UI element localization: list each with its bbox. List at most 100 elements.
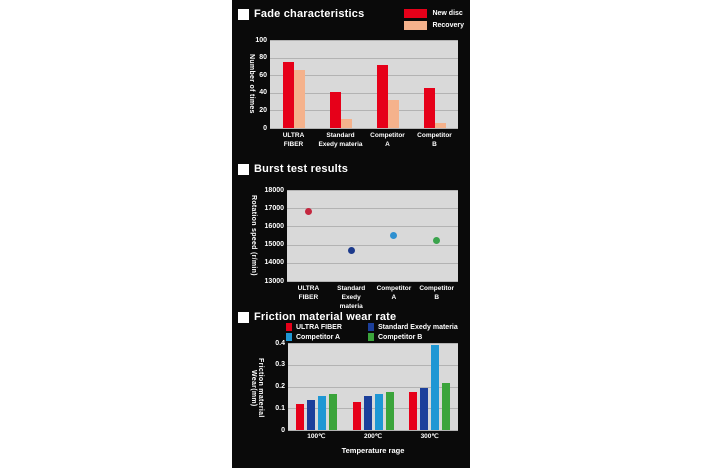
x-category-label: ULTRA FIBER — [297, 285, 320, 302]
x-category-label: Competitor B — [417, 132, 452, 149]
bar-new-disc — [282, 62, 294, 128]
y-tick-label: 100 — [255, 36, 267, 44]
y-tick-label: 17000 — [264, 204, 284, 212]
chart-title: Fade characteristics — [254, 8, 365, 20]
legend-item: Competitor B — [368, 333, 458, 341]
data-point-ultra-fiber — [304, 208, 312, 216]
title-bullet-square-icon — [238, 163, 249, 175]
y-axis-label: Rotation speed (r/min) — [250, 195, 257, 276]
legend-item: Standard Exedy materia — [368, 323, 458, 331]
gridline — [288, 430, 458, 431]
legend-label: New disc — [432, 10, 463, 17]
bar-new-disc — [423, 88, 435, 128]
bar-recovery — [293, 69, 305, 128]
legend-swatch — [404, 21, 428, 30]
y-tick-label: 40 — [259, 89, 267, 97]
gridline — [287, 244, 458, 246]
x-category-label: Competitor A — [376, 285, 412, 302]
gridline — [287, 208, 458, 210]
x-category-label: Standard Exedy materia — [337, 285, 366, 311]
x-category-label: Standard Exedy materia — [318, 132, 363, 149]
gridline — [287, 190, 458, 191]
y-tick-label: 15000 — [264, 241, 284, 249]
bar-new-disc — [329, 91, 341, 128]
x-axis-title: Temperature rage — [341, 446, 405, 455]
x-category-label: 100℃ — [307, 433, 326, 440]
chart-title-row: Fade characteristics — [238, 8, 364, 20]
chart-title: Burst test results — [254, 163, 349, 175]
y-tick-label: 20 — [259, 106, 267, 114]
legend-label: Recovery — [432, 22, 464, 29]
gridline — [288, 364, 458, 366]
bar-recovery — [434, 122, 446, 128]
bar-ultra-fiber — [409, 391, 418, 430]
bar-competitor-b — [328, 394, 337, 430]
legend-swatch — [368, 333, 374, 341]
gridline — [270, 75, 458, 77]
gridline — [270, 92, 458, 94]
bar-standard-exedy-materia — [420, 387, 429, 430]
legend: ULTRA FIBER Standard Exedy materia Competi… — [286, 323, 458, 341]
gridline — [270, 57, 458, 59]
y-tick-label: 0.3 — [275, 361, 285, 369]
title-bullet-square-icon — [238, 311, 249, 323]
bar-competitor-b — [385, 391, 394, 430]
y-tick-label: 0.4 — [275, 339, 285, 347]
legend-label: Standard Exedy materia — [378, 323, 458, 331]
plot-area — [287, 190, 458, 281]
x-category-label: 200℃ — [363, 433, 383, 440]
gridline — [287, 262, 458, 264]
y-tick-label: 0.2 — [275, 383, 285, 390]
gridline — [288, 408, 458, 410]
bar-new-disc — [376, 64, 388, 128]
bar-ultra-fiber — [295, 403, 304, 430]
y-tick-label: 60 — [259, 71, 267, 79]
bar-competitor-b — [442, 383, 451, 430]
legend-item: Competitor A — [286, 333, 362, 341]
friction-material-wear-rate-chart: Friction material wear rate ULTRA FIBER S… — [232, 306, 470, 468]
y-tick-label: 0 — [263, 124, 267, 132]
fade-characteristics-chart: Fade characteristics New disc Recovery Nu… — [232, 0, 470, 156]
y-tick-label: 80 — [259, 54, 267, 62]
gridline — [288, 343, 458, 344]
y-tick-label: 18000 — [264, 186, 284, 194]
y-axis-label: Friction material Wear(mm) — [250, 358, 264, 418]
chart-title-row: Friction material wear rate — [238, 311, 396, 323]
x-category-label: Competitor B — [419, 285, 455, 302]
bar-recovery — [340, 119, 352, 128]
legend-item: ULTRA FIBER — [286, 323, 362, 331]
gridline — [270, 40, 458, 41]
gridline — [288, 386, 458, 388]
chart-title-row: Burst test results — [238, 163, 348, 175]
y-axis-label: Number of times — [248, 54, 255, 114]
data-point-standard-exedy-materia — [347, 246, 355, 254]
y-tick-label: 14000 — [264, 259, 284, 267]
x-category-label: 300℃ — [420, 433, 439, 440]
title-bullet-square-icon — [238, 8, 249, 20]
legend-swatch — [286, 323, 292, 331]
x-category-label: Competitor A — [370, 132, 405, 149]
bar-standard-exedy-materia — [363, 396, 372, 430]
data-point-competitor-a — [390, 232, 398, 239]
bar-competitor-a — [317, 396, 326, 430]
gridline — [287, 226, 458, 228]
y-tick-label: 13000 — [264, 277, 284, 285]
gridline — [270, 128, 458, 129]
legend-label: Competitor A — [296, 333, 341, 341]
bar-competitor-a — [431, 345, 440, 430]
bar-standard-exedy-materia — [306, 399, 315, 430]
x-category-label: ULTRA FIBER — [282, 132, 305, 149]
legend-item: Recovery — [404, 21, 464, 30]
bar-competitor-a — [374, 394, 383, 430]
data-point-competitor-b — [433, 236, 441, 244]
y-tick-label: 0 — [281, 426, 285, 434]
legend-item: New disc — [404, 9, 464, 18]
chart-title: Friction material wear rate — [254, 311, 397, 323]
legend-swatch — [368, 323, 374, 331]
gridline — [287, 281, 458, 282]
legend-label: Competitor B — [378, 333, 423, 341]
y-tick-label: 0.1 — [275, 404, 285, 412]
legend-swatch — [286, 333, 292, 341]
y-tick-label: 16000 — [264, 222, 284, 230]
